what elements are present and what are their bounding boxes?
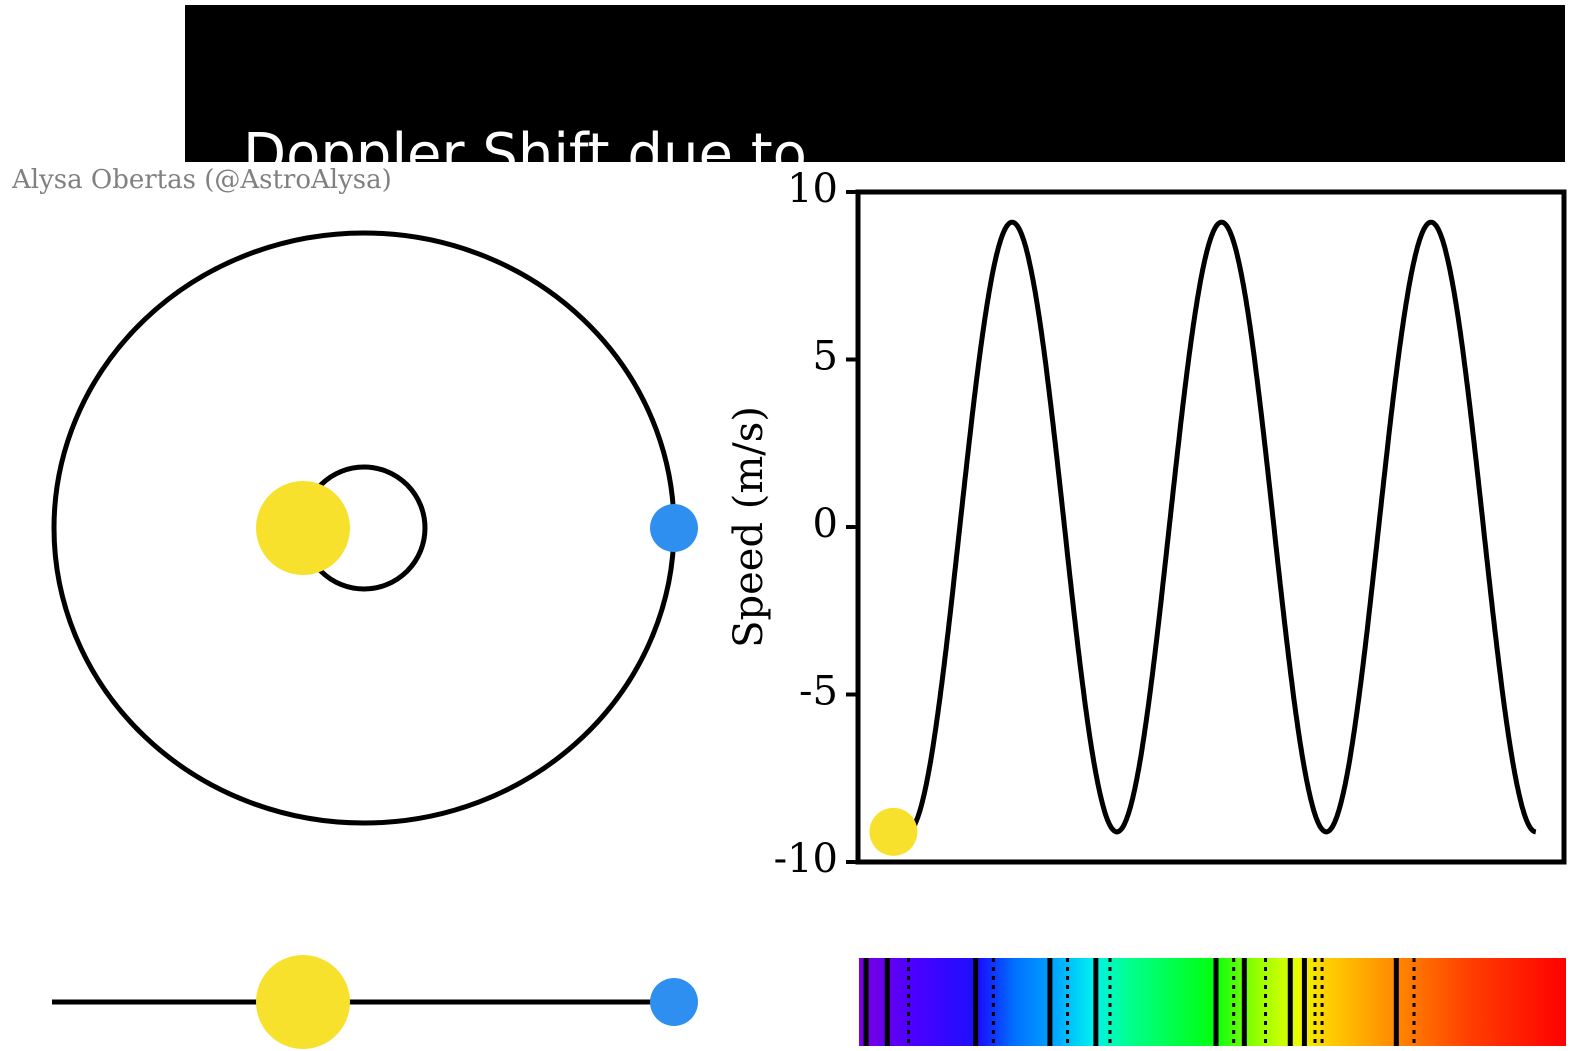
y-tick-label: 10 — [787, 166, 838, 212]
y-tick-label: -5 — [799, 669, 838, 715]
current-velocity-marker — [869, 807, 918, 856]
planet-orbit — [51, 230, 677, 826]
title-banner: Doppler Shift due to — [185, 5, 1565, 162]
y-axis-ticks: 10 5 0 -5 -10 — [774, 166, 858, 882]
planet — [650, 504, 698, 552]
author-credit: Alysa Obertas (@AstroAlysa) — [12, 165, 392, 195]
spectrum-bar — [859, 958, 1566, 1046]
velocity-chart: 10 5 0 -5 -10 Speed (m/s) — [726, 166, 1567, 882]
y-axis-label: Speed (m/s) — [726, 406, 772, 648]
velocity-curve — [906, 219, 1537, 835]
orbit-diagram — [51, 230, 698, 826]
absorption-lines — [863, 958, 1416, 1046]
y-tick-label: 5 — [813, 334, 838, 380]
star — [256, 481, 350, 575]
y-tick-label: -10 — [774, 836, 838, 882]
edge-on-planet — [650, 978, 698, 1026]
y-tick-label: 0 — [813, 501, 838, 547]
page-title: Doppler Shift due to — [243, 122, 807, 163]
edge-on-star — [256, 955, 350, 1049]
spectrum — [859, 958, 1566, 1046]
plot-frame — [855, 189, 1567, 865]
edge-on-view — [52, 955, 698, 1049]
